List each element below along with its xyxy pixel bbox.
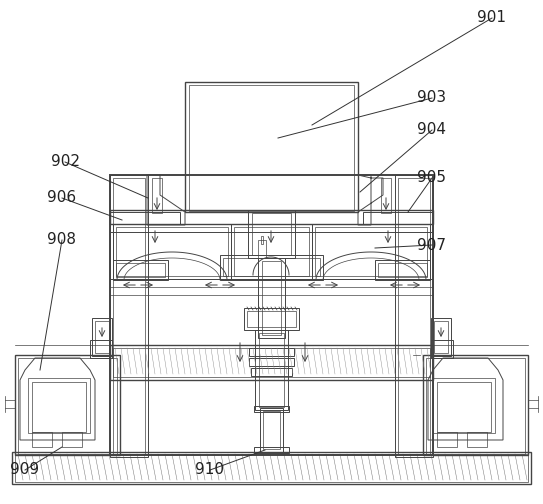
Bar — [252, 213, 291, 255]
Bar — [363, 212, 433, 224]
Bar — [258, 240, 266, 258]
Text: 907: 907 — [418, 237, 446, 253]
Bar — [185, 82, 358, 212]
Bar — [248, 210, 295, 258]
Bar — [315, 227, 427, 276]
Bar — [110, 345, 433, 380]
Text: 901: 901 — [477, 11, 507, 26]
Bar — [423, 355, 528, 455]
Bar — [116, 227, 228, 276]
Bar — [255, 330, 288, 410]
Bar — [263, 411, 280, 449]
Bar — [431, 340, 453, 358]
Bar — [234, 227, 309, 276]
Bar — [312, 224, 430, 279]
Bar — [251, 368, 292, 376]
Bar — [15, 454, 528, 482]
Bar — [110, 224, 433, 232]
Bar — [110, 175, 148, 457]
Bar — [223, 258, 320, 276]
Bar — [32, 432, 52, 447]
Bar — [32, 382, 86, 432]
Bar — [110, 212, 180, 224]
Bar — [437, 432, 457, 447]
Bar — [378, 263, 427, 277]
Bar — [113, 224, 231, 279]
Bar — [262, 261, 281, 335]
Bar — [90, 340, 112, 358]
Bar — [249, 348, 294, 356]
Bar — [398, 178, 430, 454]
Bar — [18, 358, 117, 454]
Bar — [244, 308, 299, 330]
Bar — [259, 333, 284, 407]
Text: 906: 906 — [47, 191, 77, 206]
Bar — [467, 432, 487, 447]
Text: 909: 909 — [10, 463, 40, 477]
Bar — [95, 321, 109, 353]
Bar — [395, 175, 433, 457]
Bar — [189, 85, 354, 211]
Bar — [220, 255, 323, 280]
Text: 902: 902 — [50, 155, 79, 169]
Text: 908: 908 — [47, 232, 77, 247]
Text: 905: 905 — [418, 170, 446, 185]
Bar — [116, 263, 165, 277]
Bar — [254, 406, 289, 412]
Bar — [15, 355, 120, 455]
Bar — [231, 224, 312, 279]
Bar — [433, 378, 495, 433]
Bar — [113, 348, 430, 377]
Bar — [249, 358, 294, 366]
Bar — [113, 178, 145, 454]
Bar — [434, 321, 448, 353]
Bar — [110, 175, 433, 455]
Bar — [260, 408, 283, 452]
Bar — [261, 236, 263, 244]
Bar — [28, 378, 90, 433]
Bar — [381, 178, 391, 213]
Bar — [437, 382, 491, 432]
Bar — [375, 260, 430, 280]
Bar — [12, 452, 531, 484]
Text: 904: 904 — [418, 122, 446, 138]
Text: 903: 903 — [418, 91, 446, 105]
Bar — [110, 210, 433, 224]
Bar — [152, 178, 162, 213]
Bar — [92, 318, 112, 356]
Bar — [426, 358, 525, 454]
Bar — [113, 260, 168, 280]
Bar — [254, 447, 289, 453]
Bar — [247, 311, 296, 327]
Bar — [431, 318, 451, 356]
Text: 910: 910 — [195, 463, 224, 477]
Bar — [62, 432, 82, 447]
Bar — [258, 258, 285, 338]
